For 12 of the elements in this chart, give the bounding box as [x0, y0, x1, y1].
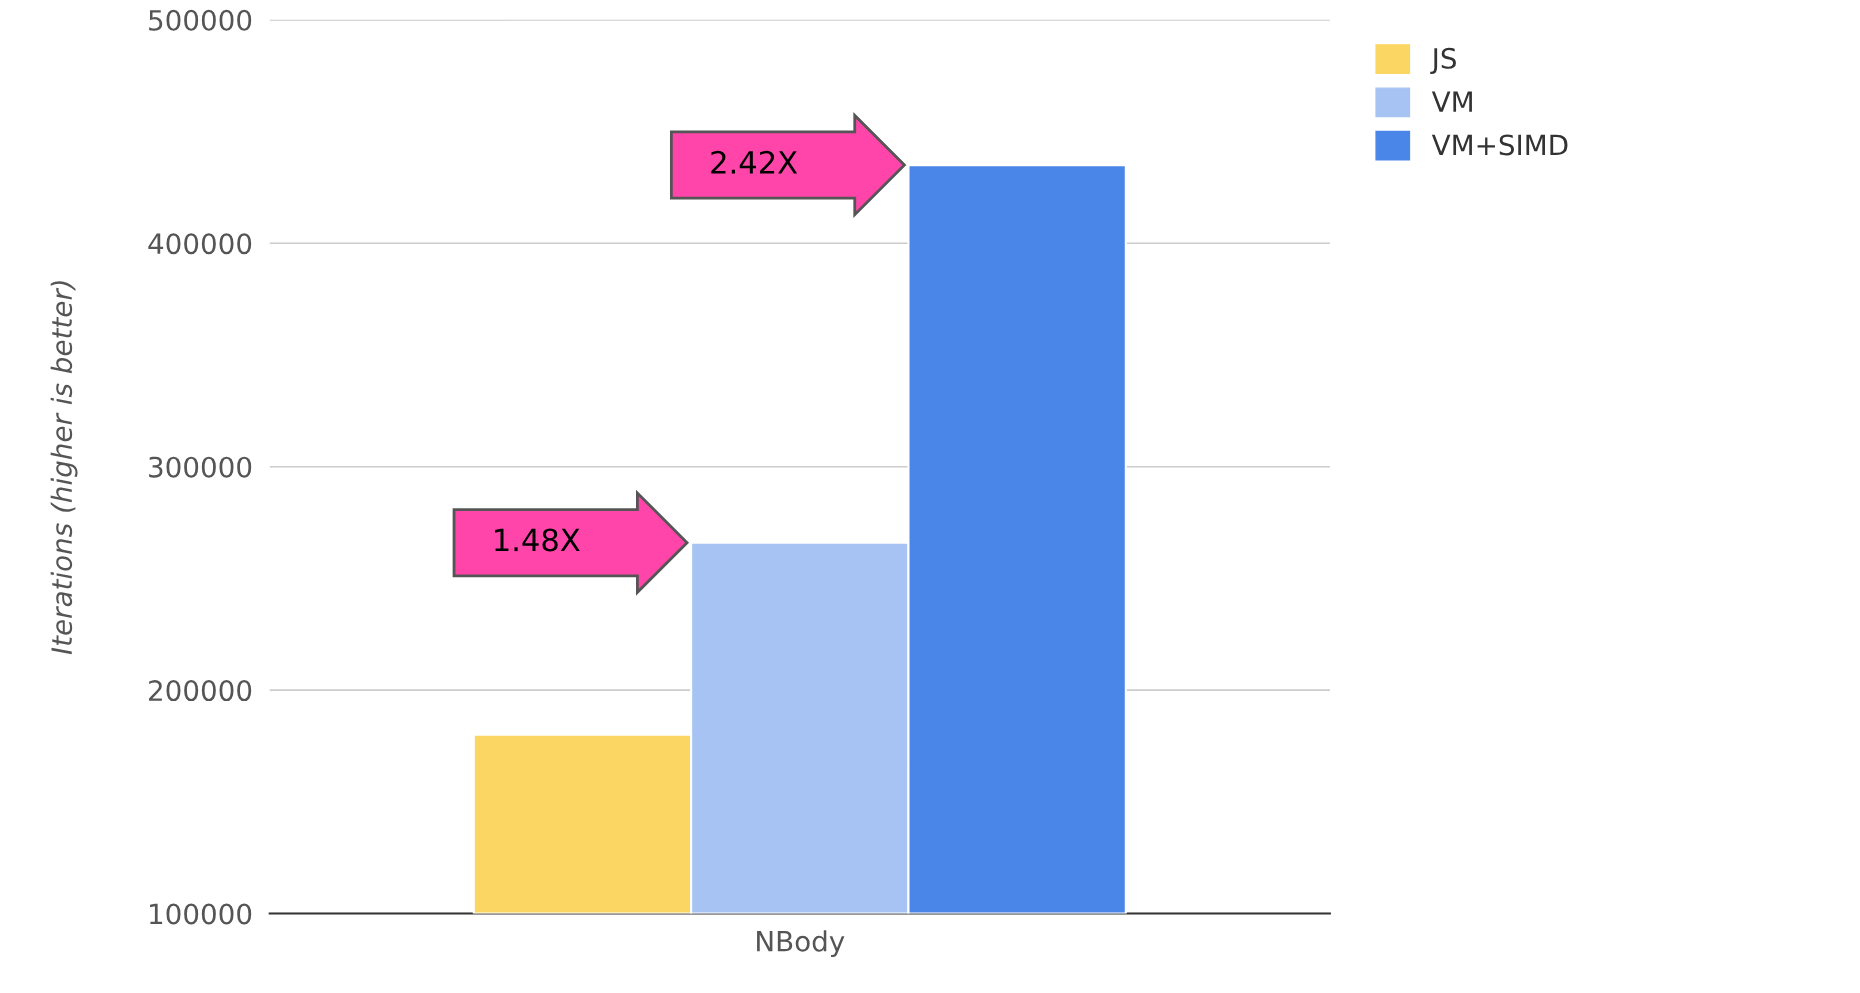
annotation: 1.48X [495, 528, 580, 552]
y-axis-title: Iterations (higher is better) [50, 281, 78, 655]
y-tick-label: 100000 [150, 903, 252, 925]
legend-label: VM [1431, 91, 1472, 112]
y-tick-label: 200000 [149, 680, 252, 702]
x-tick-label: NBody [757, 930, 845, 958]
y-tick-label: 400000 [148, 233, 252, 255]
legend-label: VM+SIMD [1431, 134, 1568, 156]
legend-label: JS [1430, 47, 1456, 75]
y-tick-label: 300000 [149, 456, 252, 478]
y-tick-label: 500000 [149, 9, 252, 31]
annotation: 2.42X [711, 150, 798, 174]
